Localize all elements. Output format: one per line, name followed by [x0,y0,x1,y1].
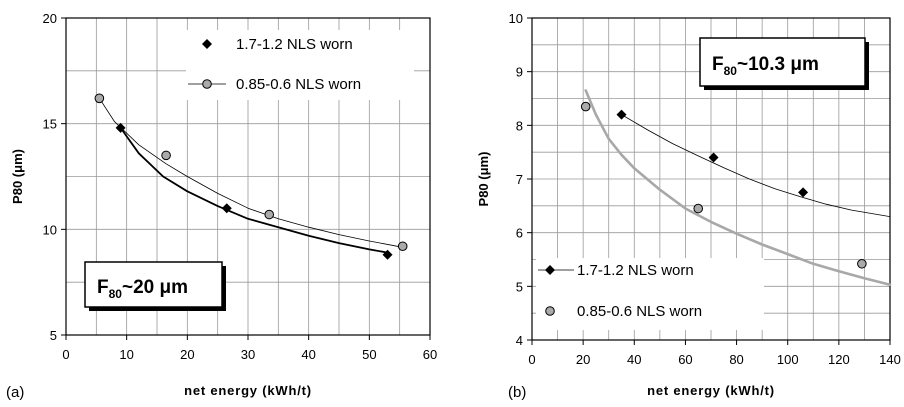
data-point-series-2 [580,101,591,112]
y-tick-label: 5 [50,328,57,343]
legend-marker [545,306,555,316]
x-tick-label: 100 [777,352,799,367]
legend-marker [202,79,212,89]
y-tick-label: 6 [516,226,523,241]
data-point-series-1 [115,122,126,133]
fit-line-series-2 [99,97,404,248]
x-tick-label: 80 [729,352,743,367]
y-tick-label: 4 [516,333,523,348]
fit-line-series-1 [119,127,389,254]
x-tick-label: 40 [627,352,641,367]
legend-marker [545,265,555,275]
x-tick-label: 0 [528,352,535,367]
panel-label: (a) [6,384,24,401]
legend-label: 1.7-1.2 NLS worn [577,262,694,279]
legend-marker [202,39,212,49]
y-tick-label: 9 [516,65,523,80]
x-axis-label: net energy (kWh/t) [647,383,775,398]
data-point-series-2 [397,241,408,252]
legend-label: 0.85-0.6 NLS worn [236,76,361,93]
y-tick-label: 7 [516,172,523,187]
legend-label: 1.7-1.2 NLS worn [236,36,353,53]
x-tick-label: 50 [362,347,376,362]
data-point-series-1 [798,187,809,198]
x-tick-label: 30 [241,347,255,362]
annotation-text: F80~20 μm [97,277,188,301]
x-tick-label: 140 [879,352,901,367]
x-tick-label: 60 [678,352,692,367]
annotation-text: F80~10.3 μm [712,54,819,78]
annotation-box [699,37,866,87]
x-axis-label: net energy (kWh/t) [184,383,312,398]
y-tick-label: 10 [43,222,57,237]
chart-panel-1: 0 10 20 30 40 50 60 5 10 15 20 net energy (kWh/t) P8… [6,11,437,401]
data-point-series-2 [857,258,867,269]
data-point-series-1 [616,109,627,120]
chart-panel-2: 0 20 40 60 80 100 120 140 4 5 6 7 8 9 10 net energy (kW… [476,11,901,401]
y-tick-label: 15 [43,117,57,132]
panel-label: (b) [508,384,526,401]
data-point-series-1 [708,152,719,163]
data-point-series-1 [382,249,393,260]
data-point-series-1 [221,203,232,214]
y-axis-label: P80 (μm) [476,152,491,207]
y-tick-label: 20 [43,11,57,26]
fit-line-series-2 [584,89,892,286]
legend-label: 0.85-0.6 NLS worn [577,303,702,320]
y-tick-label: 5 [516,279,523,294]
y-tick-label: 10 [509,11,523,26]
data-point-series-2 [94,93,105,104]
y-axis-label: P80 (μm) [10,149,25,204]
data-point-series-2 [161,150,171,161]
fit-line-series-1 [621,114,891,217]
legend-background [186,30,414,100]
x-tick-label: 0 [62,347,69,362]
x-tick-label: 20 [180,347,194,362]
x-tick-label: 10 [119,347,133,362]
y-tick-label: 8 [516,118,523,133]
x-tick-label: 20 [576,352,590,367]
annotation-box [84,261,223,308]
data-point-series-2 [693,203,704,214]
x-tick-label: 120 [828,352,850,367]
x-tick-label: 60 [423,347,437,362]
x-tick-label: 40 [301,347,315,362]
data-point-series-2 [264,209,275,220]
